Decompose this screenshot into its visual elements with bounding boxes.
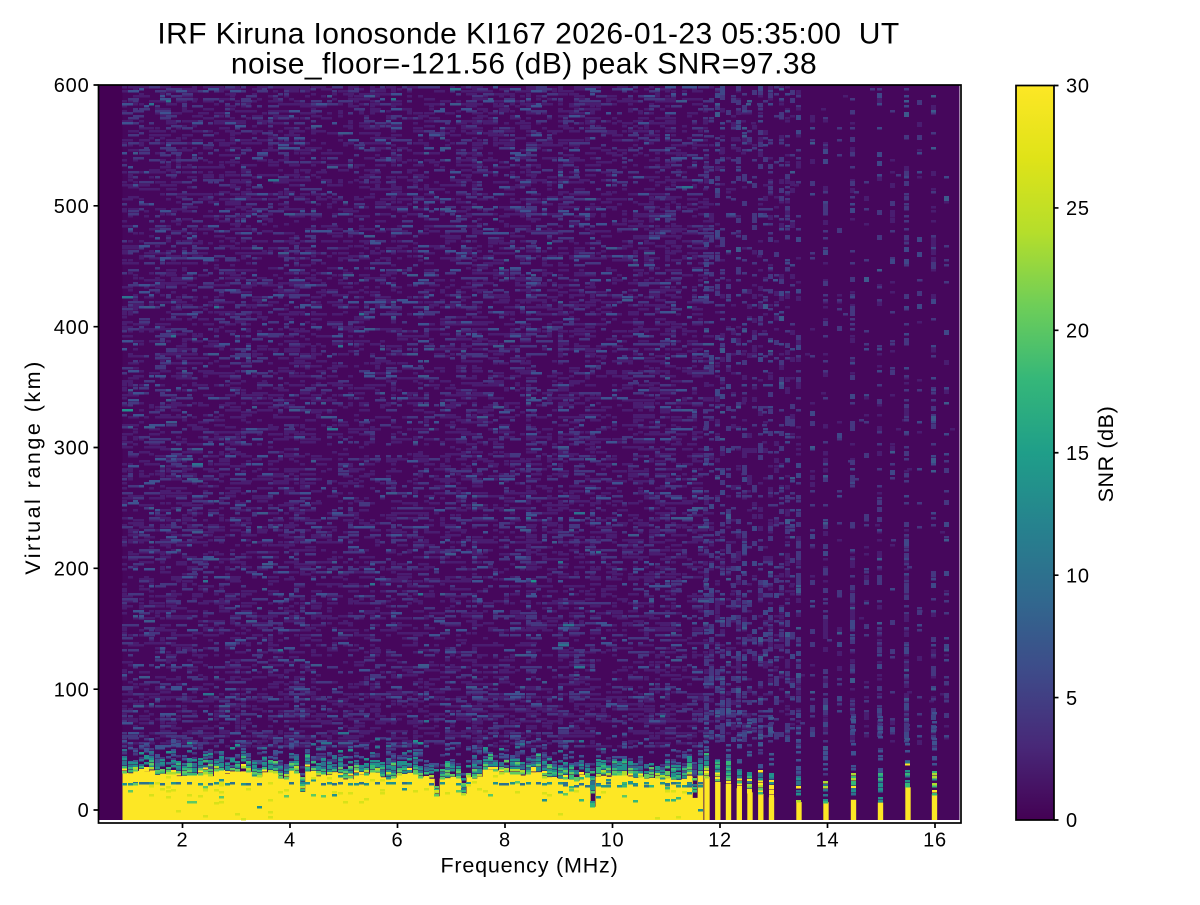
svg-text:8: 8 — [499, 830, 511, 852]
svg-text:500: 500 — [54, 196, 90, 218]
svg-text:10: 10 — [1066, 565, 1090, 587]
svg-text:5: 5 — [1066, 688, 1078, 710]
svg-text:Virtual range (km): Virtual range (km) — [21, 359, 45, 574]
svg-text:12: 12 — [708, 830, 732, 852]
svg-text:6: 6 — [392, 830, 404, 852]
svg-text:100: 100 — [54, 679, 90, 701]
svg-text:0: 0 — [78, 800, 90, 822]
svg-text:14: 14 — [816, 830, 840, 852]
svg-text:200: 200 — [54, 559, 90, 581]
svg-text:2: 2 — [177, 830, 189, 852]
svg-text:300: 300 — [54, 438, 90, 460]
svg-text:SNR (dB): SNR (dB) — [1094, 406, 1118, 503]
svg-text:noise_floor=-121.56 (dB) peak: noise_floor=-121.56 (dB) peak SNR=97.38 — [231, 48, 817, 81]
svg-text:0: 0 — [1066, 810, 1078, 832]
svg-text:IRF Kiruna Ionosonde KI167 202: IRF Kiruna Ionosonde KI167 2026-01-23 05… — [157, 18, 899, 51]
svg-text:30: 30 — [1066, 76, 1090, 98]
svg-text:Frequency (MHz): Frequency (MHz) — [440, 854, 618, 878]
svg-text:25: 25 — [1066, 198, 1090, 220]
svg-text:400: 400 — [54, 317, 90, 339]
svg-text:15: 15 — [1066, 443, 1090, 465]
svg-text:10: 10 — [601, 830, 625, 852]
svg-text:600: 600 — [54, 75, 90, 97]
svg-text:4: 4 — [284, 830, 296, 852]
svg-text:20: 20 — [1066, 321, 1090, 343]
svg-text:16: 16 — [923, 830, 947, 852]
